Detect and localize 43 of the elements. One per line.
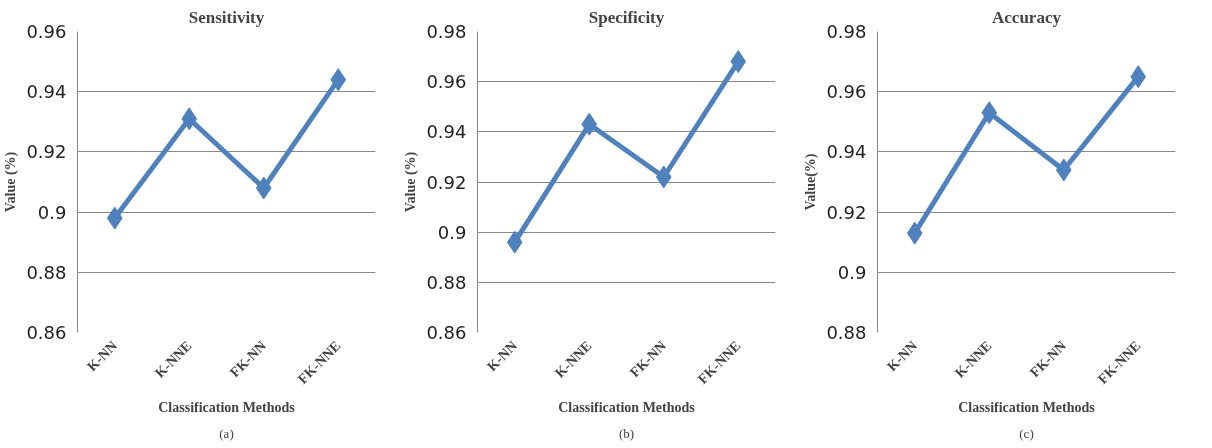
point [581,112,598,136]
y-tick-label: 0.94 [26,81,67,103]
x-axis-title: Classification Methods [958,400,1096,416]
y-tick-label: 0.92 [426,171,467,193]
point [1055,158,1072,182]
point [981,101,998,125]
chart-title: Specificity [588,7,665,27]
y-tick-label: 0.94 [426,121,467,143]
point [106,206,123,230]
y-axis-title: Value (%) [403,151,420,213]
chart-title: Accuracy [992,7,1062,27]
y-tick-label: 0.9 [437,221,467,243]
y-axis-title: Value (%) [3,151,20,213]
point [906,221,923,245]
text: (c) [1019,425,1034,441]
point [181,107,198,131]
y-axis-title: Value(%) [803,153,820,211]
text: (a) [219,425,234,441]
x-axis-title: Classification Methods [158,400,296,416]
y-tick-label: 0.96 [426,71,467,93]
y-tick-label: 0.98 [426,21,467,42]
point [506,230,523,254]
y-tick-label: 0.88 [26,261,67,283]
y-tick-label: 0.92 [826,201,867,223]
y-tick-label: 0.96 [826,81,867,103]
y-tick-label: 0.96 [26,21,67,42]
point [1130,65,1147,89]
y-tick-label: 0.86 [426,322,467,343]
y-tick-label: 0.88 [826,322,867,343]
chart-title: Sensitivity [188,7,265,27]
y-tick-label: 0.86 [26,322,67,343]
point [730,50,747,74]
point [255,176,272,200]
y-tick-label: 0.9 [837,261,867,283]
y-tick-label: 0.98 [826,21,867,42]
point [330,68,347,92]
point [655,165,672,189]
y-tick-label: 0.94 [826,141,867,163]
text: (b) [618,425,635,441]
x-axis-title: Classification Methods [558,400,696,416]
y-tick-label: 0.92 [26,141,67,163]
y-tick-label: 0.88 [426,271,467,293]
y-tick-label: 0.9 [37,201,67,223]
